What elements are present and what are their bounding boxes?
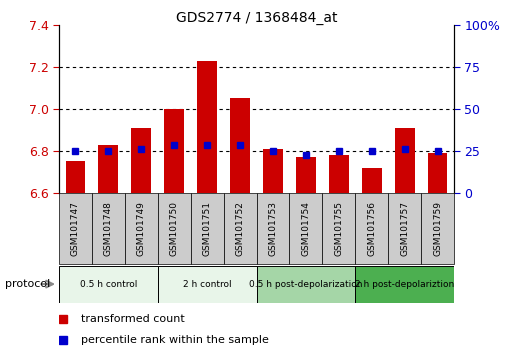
Text: GSM101757: GSM101757 [400,201,409,256]
FancyBboxPatch shape [191,193,224,264]
Text: GSM101759: GSM101759 [433,201,442,256]
Bar [66,161,85,193]
FancyBboxPatch shape [59,266,158,303]
FancyBboxPatch shape [355,193,388,264]
FancyBboxPatch shape [158,266,256,303]
Text: GDS2774 / 1368484_at: GDS2774 / 1368484_at [176,11,337,25]
Text: percentile rank within the sample: percentile rank within the sample [81,335,269,345]
Text: 2 h post-depolariztion: 2 h post-depolariztion [355,280,454,289]
Text: GSM101756: GSM101756 [367,201,376,256]
Bar [362,168,382,193]
Bar [394,128,415,193]
Text: protocol: protocol [5,279,50,289]
Text: GSM101753: GSM101753 [268,201,278,256]
Text: GSM101752: GSM101752 [235,201,245,256]
Text: 2 h control: 2 h control [183,280,231,289]
Bar [329,155,349,193]
FancyBboxPatch shape [92,193,125,264]
Text: GSM101755: GSM101755 [334,201,343,256]
FancyBboxPatch shape [59,193,92,264]
Bar [164,109,184,193]
FancyBboxPatch shape [256,193,289,264]
Text: GSM101751: GSM101751 [203,201,212,256]
FancyBboxPatch shape [322,193,355,264]
Text: 0.5 h control: 0.5 h control [80,280,137,289]
Text: GSM101750: GSM101750 [170,201,179,256]
FancyBboxPatch shape [256,266,355,303]
Bar [131,128,151,193]
FancyBboxPatch shape [421,193,454,264]
FancyBboxPatch shape [355,266,454,303]
Bar [197,61,217,193]
Bar [98,144,118,193]
FancyBboxPatch shape [224,193,256,264]
Text: transformed count: transformed count [81,314,185,324]
Bar [428,153,447,193]
Text: GSM101754: GSM101754 [301,201,310,256]
FancyBboxPatch shape [388,193,421,264]
Text: GSM101749: GSM101749 [137,201,146,256]
Bar [230,98,250,193]
FancyBboxPatch shape [125,193,158,264]
Bar [296,157,315,193]
Text: GSM101748: GSM101748 [104,201,113,256]
FancyBboxPatch shape [158,193,191,264]
FancyBboxPatch shape [289,193,322,264]
Text: 0.5 h post-depolarization: 0.5 h post-depolarization [249,280,363,289]
Bar [263,149,283,193]
Text: GSM101747: GSM101747 [71,201,80,256]
